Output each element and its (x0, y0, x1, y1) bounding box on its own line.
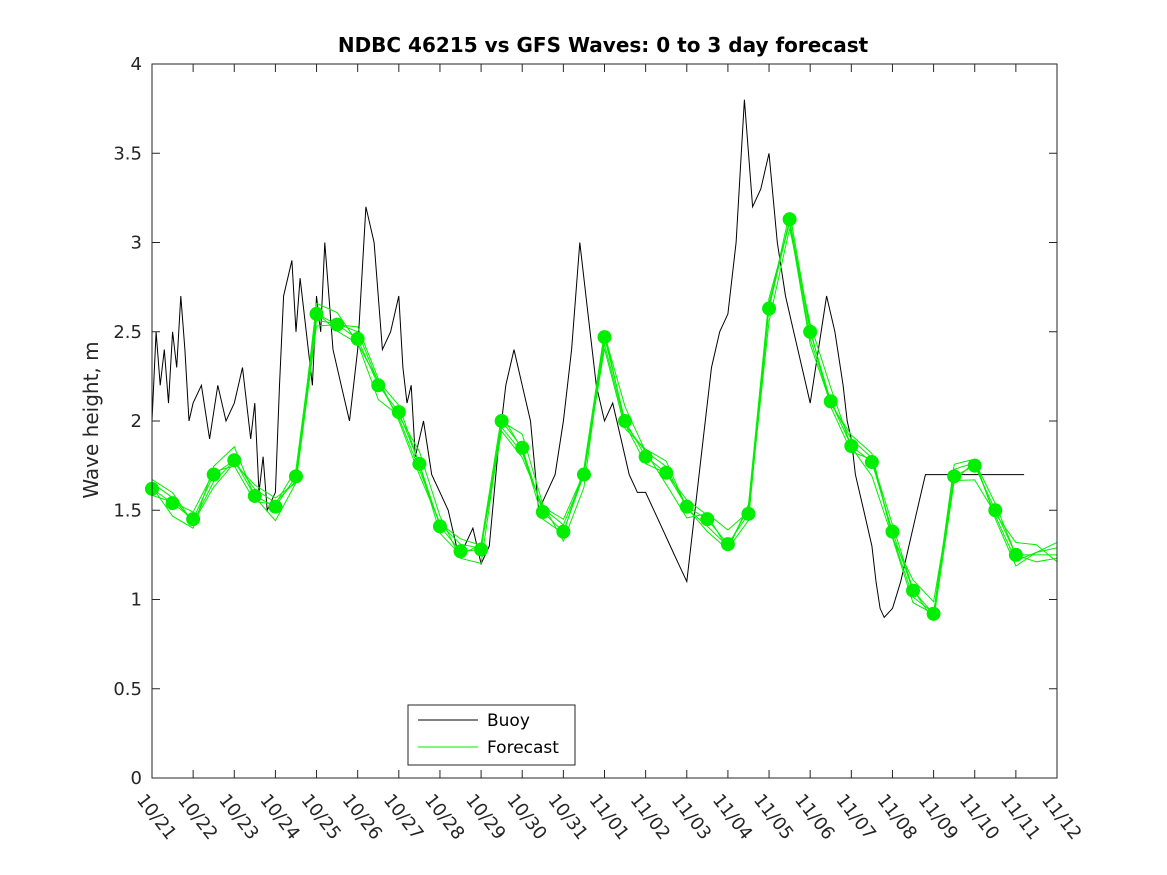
forecast-marker (165, 496, 180, 511)
forecast-marker (535, 505, 550, 520)
forecast-marker (885, 524, 900, 539)
forecast-marker (597, 330, 612, 345)
x-tick-label: 10/27 (379, 790, 427, 844)
forecast-line (151, 222, 1058, 614)
forecast-marker (823, 394, 838, 409)
y-tick-label: 1.5 (113, 500, 142, 521)
forecast-marker (453, 544, 468, 559)
forecast-marker (227, 453, 242, 468)
x-tick-label: 10/30 (502, 790, 550, 844)
forecast-marker (803, 324, 818, 339)
forecast-marker (556, 524, 571, 539)
x-tick-label: 11/03 (667, 790, 715, 844)
x-tick-label: 11/07 (831, 790, 879, 844)
y-tick-label: 4 (131, 54, 142, 75)
x-tick-label: 11/11 (996, 790, 1044, 844)
y-tick-label: 3 (131, 233, 142, 254)
forecast-marker (844, 438, 859, 453)
forecast-marker (474, 542, 489, 557)
forecast-marker (371, 378, 386, 393)
forecast-marker (186, 512, 201, 527)
forecast-line (151, 212, 1058, 622)
forecast-marker (515, 440, 530, 455)
y-axis-label: Wave height, m (79, 341, 103, 498)
forecast-marker (288, 469, 303, 484)
legend: Buoy Forecast (407, 704, 576, 766)
x-tick-label: 11/08 (873, 790, 921, 844)
forecast-line (151, 223, 1058, 615)
forecast-marker (330, 317, 345, 332)
forecast-markers (145, 212, 1023, 621)
forecast-marker (720, 537, 735, 552)
y-ticks: 0 0.5 1 1.5 2 2.5 3 3.5 4 (113, 54, 1057, 789)
forecast-marker (576, 467, 591, 482)
x-tick-label: 11/09 (914, 790, 962, 844)
forecast-marker (679, 499, 694, 514)
x-tick-label: 10/26 (338, 790, 386, 844)
y-tick-label: 0.5 (113, 679, 142, 700)
y-tick-label: 0 (131, 768, 142, 789)
forecast-marker (967, 458, 982, 473)
x-ticks: 10/2110/2210/2310/2410/2510/2610/2710/28… (132, 64, 1086, 844)
forecast-marker (618, 414, 633, 428)
forecast-marker (412, 456, 427, 471)
x-tick-label: 11/01 (585, 790, 633, 844)
x-tick-label: 11/06 (790, 790, 838, 844)
x-tick-label: 10/21 (132, 790, 180, 844)
y-tick-label: 1 (131, 590, 142, 611)
forecast-line (151, 228, 1058, 603)
y-tick-label: 2 (131, 411, 142, 432)
forecast-marker (1008, 547, 1023, 562)
forecast-marker (350, 331, 365, 346)
forecast-marker (638, 449, 653, 464)
x-tick-label: 11/10 (955, 790, 1003, 844)
buoy-line (151, 99, 1025, 619)
forecast-marker (700, 512, 715, 527)
forecast-marker (494, 414, 509, 428)
x-tick-label: 11/12 (1037, 790, 1085, 844)
x-tick-label: 10/29 (461, 790, 509, 844)
forecast-marker (906, 583, 921, 598)
forecast-marker (432, 519, 447, 534)
x-tick-label: 11/05 (749, 790, 797, 844)
x-tick-label: 10/25 (297, 790, 345, 844)
forecast-marker (741, 506, 756, 521)
forecast-series (151, 212, 1058, 622)
forecast-marker (762, 301, 777, 316)
y-tick-label: 2.5 (113, 322, 142, 343)
forecast-marker (782, 212, 797, 227)
forecast-marker (309, 306, 324, 321)
forecast-marker (391, 405, 406, 420)
forecast-marker (926, 606, 941, 621)
forecast-marker (206, 467, 221, 482)
x-tick-label: 11/04 (708, 790, 756, 844)
x-tick-label: 10/24 (255, 790, 303, 844)
forecast-marker (659, 465, 674, 480)
forecast-marker (864, 455, 879, 470)
forecast-marker (268, 499, 283, 514)
x-tick-label: 10/31 (543, 790, 591, 844)
legend-forecast-label: Forecast (487, 738, 559, 758)
chart-title: NDBC 46215 vs GFS Waves: 0 to 3 day fore… (338, 33, 869, 57)
x-tick-label: 10/23 (214, 790, 262, 844)
forecast-marker (247, 488, 262, 503)
forecast-marker (988, 503, 1003, 518)
legend-buoy-label: Buoy (487, 711, 530, 731)
x-tick-label: 10/28 (420, 790, 468, 844)
buoy-series (151, 99, 1025, 619)
legend-box (407, 704, 576, 766)
x-tick-label: 11/02 (626, 790, 674, 844)
x-tick-label: 10/22 (173, 790, 221, 844)
forecast-marker (947, 469, 962, 484)
y-tick-label: 3.5 (113, 143, 142, 164)
